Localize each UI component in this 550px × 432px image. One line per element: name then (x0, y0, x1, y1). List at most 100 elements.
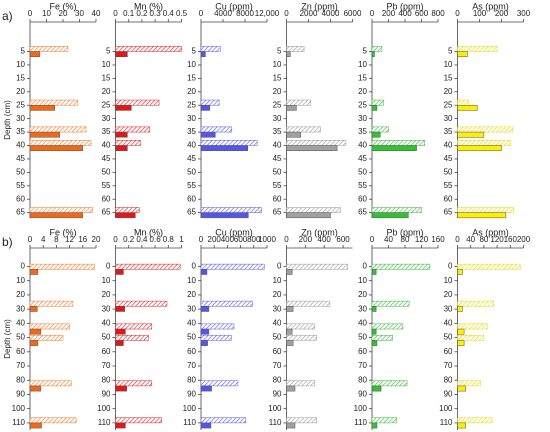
x-tick-label: 200 (299, 235, 313, 244)
x-tick-label: 4000 (322, 9, 340, 18)
x-tick-label: 0.1 (123, 9, 135, 18)
y-tick-label: 10 (16, 60, 25, 69)
y-tick-label: 55 (16, 181, 25, 190)
panel-title: Fe (%) (50, 227, 77, 237)
bar-total (115, 417, 162, 424)
y-tick-label: 60 (187, 194, 196, 203)
y-tick-label: 80 (358, 375, 367, 384)
bar-fraction (29, 131, 60, 138)
y-tick-label: 40 (187, 141, 196, 150)
y-tick-label: 60 (358, 194, 367, 203)
y-tick-label: 30 (273, 114, 282, 123)
bar-total (457, 300, 495, 307)
bar-total (371, 323, 404, 330)
y-tick-label: 20 (102, 87, 111, 96)
bar-total (29, 323, 70, 330)
panel-title: Fe (%) (50, 1, 77, 11)
bar-fraction (200, 328, 210, 335)
y-tick-label: 45 (273, 154, 282, 163)
y-tick-label: 40 (16, 141, 25, 150)
y-tick-label: 80 (187, 375, 196, 384)
bar-total (371, 207, 422, 213)
y-tick-label: 40 (444, 318, 453, 327)
panel-title: Pb (ppm) (386, 227, 423, 237)
bar-fraction (200, 212, 249, 219)
x-tick-label: 20 (92, 235, 101, 244)
y-tick-label: 90 (187, 390, 196, 399)
y-tick-label: 0 (363, 262, 368, 271)
x-tick-label: 300 (517, 9, 531, 18)
y-tick-label: 45 (187, 154, 196, 163)
y-tick-label: 100 (268, 404, 282, 413)
bar-total (29, 334, 64, 341)
y-tick-label: 15 (187, 73, 196, 82)
y-tick-label: 50 (16, 333, 25, 342)
bar-fraction (200, 269, 208, 275)
y-tick-label: 50 (102, 333, 111, 342)
bar-fraction (200, 340, 208, 346)
x-tick-label: 12 (65, 235, 74, 244)
bar-total (371, 380, 408, 387)
y-tick-label: 30 (102, 304, 111, 313)
y-tick-label: 65 (187, 208, 196, 217)
x-tick-label: 4 (41, 235, 46, 244)
bar-total (115, 380, 153, 387)
y-tick-label: 30 (273, 304, 282, 313)
y-tick-label: 20 (16, 87, 25, 96)
x-tick-label: 0.8 (163, 235, 175, 244)
bar-fraction (371, 385, 382, 392)
x-tick-label: 0 (370, 235, 375, 244)
y-tick-label: 90 (16, 390, 25, 399)
y-tick-label: 30 (102, 114, 111, 123)
x-tick-label: 0.4 (136, 235, 148, 244)
y-tick-label: 100 (183, 404, 197, 413)
x-tick-label: 0.6 (150, 235, 162, 244)
y-tick-label: 110 (354, 418, 367, 427)
y-tick-label: 45 (102, 154, 111, 163)
bar-total (200, 140, 258, 146)
y-tick-label: 50 (358, 333, 367, 342)
y-tick-label: 60 (187, 347, 196, 356)
y-tick-label: 5 (277, 47, 282, 56)
y-tick-label: 40 (187, 318, 196, 327)
bar-fraction (29, 104, 55, 111)
y-tick-label: 100 (354, 404, 368, 413)
bar-total (200, 263, 265, 270)
y-tick-label: 50 (444, 167, 453, 176)
y-tick-label: 0 (448, 262, 453, 271)
bar-fraction (29, 385, 42, 392)
bar-fraction (200, 422, 212, 429)
y-tick-label: 90 (444, 390, 453, 399)
y-tick-label: 60 (444, 194, 453, 203)
bar-total (200, 46, 221, 52)
bar-fraction (457, 212, 507, 219)
bar-fraction (286, 131, 302, 138)
panel-title: Pb (ppm) (386, 1, 423, 11)
y-tick-label: 80 (16, 375, 25, 384)
bar-total (371, 46, 383, 52)
x-tick-label: 400 (318, 235, 332, 244)
x-tick-label: 0 (113, 235, 118, 244)
bar-total (115, 46, 182, 52)
y-tick-label: 110 (12, 418, 25, 427)
bar-total (29, 46, 69, 52)
x-tick-label: 2000 (300, 9, 318, 18)
panel-title: As (ppm) (472, 1, 509, 11)
x-tick-label: 0 (28, 9, 33, 18)
y-tick-label: 90 (102, 390, 111, 399)
y-tick-label: 5 (21, 47, 26, 56)
y-tick-label: 5 (448, 47, 453, 56)
y-tick-label: 60 (16, 347, 25, 356)
bar-total (115, 263, 181, 270)
y-tick-label: 25 (16, 100, 25, 109)
bar-total (286, 323, 316, 330)
y-tick-label: 60 (444, 347, 453, 356)
y-tick-label: 55 (187, 181, 196, 190)
x-tick-label: 4000 (214, 9, 232, 18)
y-tick-label: 20 (273, 87, 282, 96)
y-tick-label: 60 (16, 194, 25, 203)
y-tick-label: 90 (273, 390, 282, 399)
panel-label: b) (2, 235, 13, 249)
y-tick-label: 10 (187, 60, 196, 69)
bar-total (286, 263, 349, 270)
